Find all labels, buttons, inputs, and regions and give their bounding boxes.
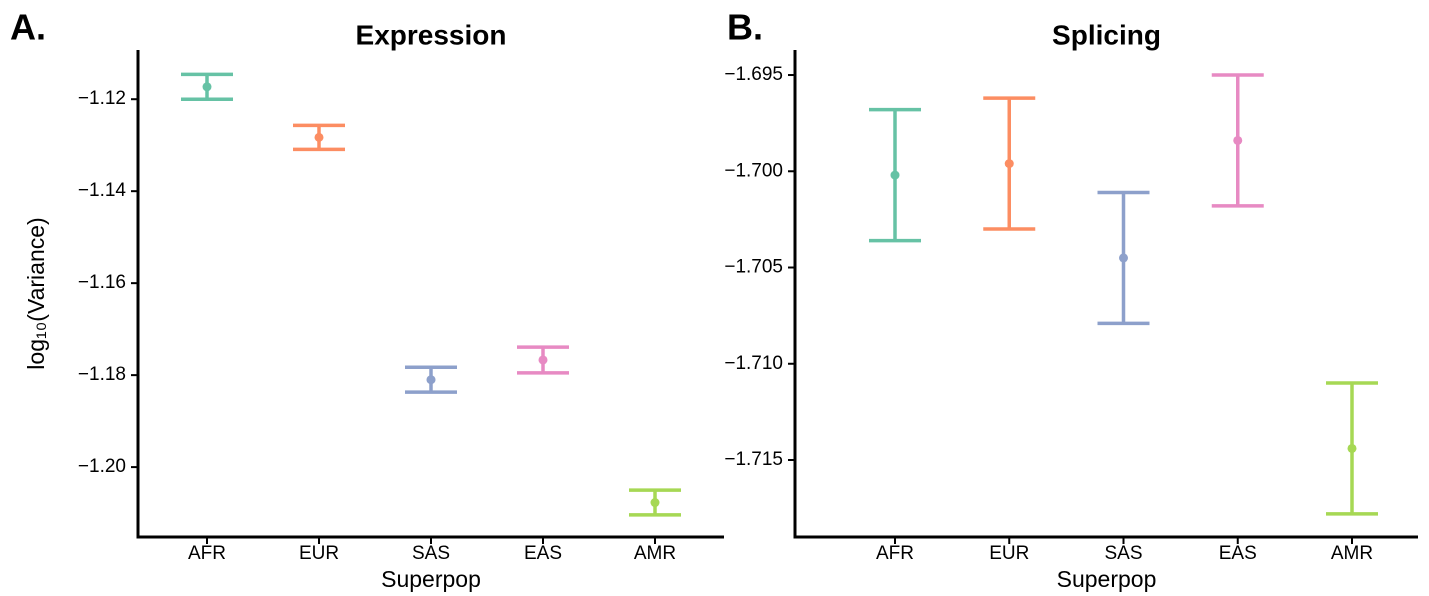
x-tick-label: AMR [1331, 543, 1373, 564]
x-tick-label: SAS [412, 543, 450, 564]
point [1347, 443, 1357, 453]
y-tick-label: −1.14 [78, 180, 127, 201]
chart-title: Splicing [1052, 19, 1161, 50]
point [202, 82, 212, 92]
point [1233, 135, 1243, 145]
point [314, 132, 324, 142]
y-tick-label: −1.16 [78, 272, 126, 293]
x-tick-label: EUR [989, 543, 1029, 564]
x-tick-label: AFR [188, 543, 226, 564]
y-tick-label: −1.705 [724, 257, 783, 278]
x-axis-label: Superpop [1057, 566, 1157, 592]
point [1004, 159, 1014, 169]
x-tick-label: AFR [876, 543, 914, 564]
chart-title: Expression [356, 19, 507, 50]
y-tick-label: −1.18 [78, 364, 126, 385]
point [538, 355, 548, 365]
y-tick-label: −1.695 [724, 64, 783, 85]
y-axis-label: log₁₀(Variance) [23, 217, 49, 369]
y-tick-label: −1.700 [724, 160, 783, 181]
x-tick-label: AMR [634, 543, 676, 564]
point [426, 375, 436, 385]
x-tick-label: EUR [299, 543, 339, 564]
x-tick-label: EAS [1219, 543, 1257, 564]
panel-label: B. [727, 7, 763, 48]
x-axis-label: Superpop [381, 566, 481, 592]
y-tick-label: −1.715 [724, 449, 783, 470]
x-tick-label: EAS [524, 543, 562, 564]
point [890, 170, 900, 180]
y-tick-label: −1.20 [78, 456, 126, 477]
y-tick-label: −1.12 [78, 88, 126, 109]
panel-label: A. [10, 7, 46, 48]
point [650, 498, 660, 508]
point [1119, 253, 1128, 263]
x-tick-label: SAS [1104, 543, 1142, 564]
y-tick-label: −1.710 [724, 353, 783, 374]
